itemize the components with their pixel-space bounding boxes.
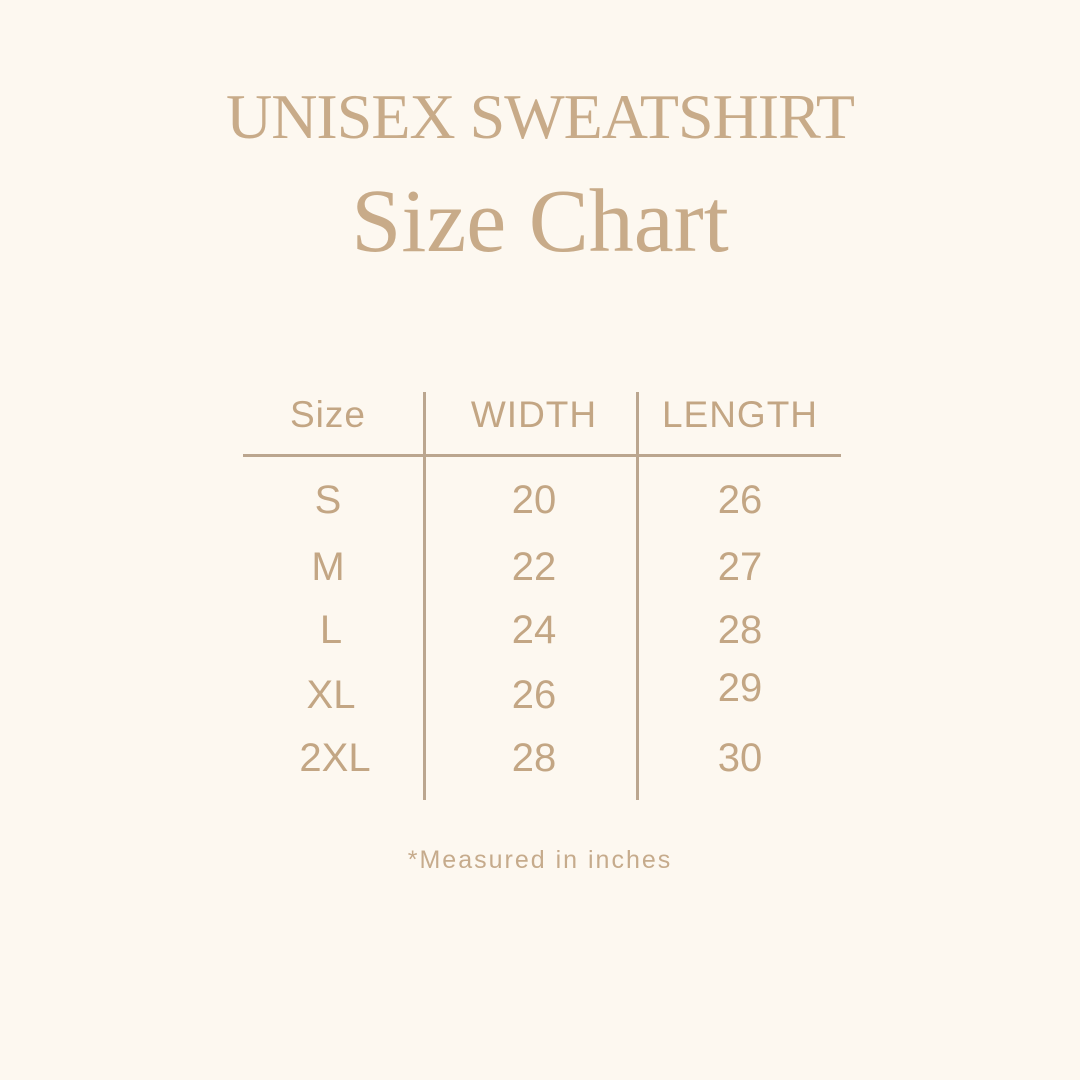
row-xl-length: 29 xyxy=(717,666,763,710)
page-title: Size Chart xyxy=(351,172,729,271)
row-2xl-length: 30 xyxy=(717,736,763,780)
row-l-length: 28 xyxy=(717,608,763,652)
header-width: WIDTH xyxy=(470,394,598,435)
column-divider-1 xyxy=(423,392,426,800)
row-s-length: 26 xyxy=(717,478,763,522)
title-line-1: UNISEX SWEATSHIRT xyxy=(225,81,855,152)
row-l-width: 24 xyxy=(511,608,557,652)
row-m-length: 27 xyxy=(717,545,763,589)
header-divider xyxy=(243,454,841,457)
row-xl-size: XL xyxy=(306,673,356,717)
column-divider-2 xyxy=(636,392,639,800)
row-s-size: S xyxy=(314,478,342,522)
row-m-width: 22 xyxy=(511,545,557,589)
row-l-size: L xyxy=(319,608,343,652)
row-m-size: M xyxy=(311,545,345,589)
row-xl-width: 26 xyxy=(511,673,557,717)
footnote: *Measured in inches xyxy=(407,846,673,874)
row-2xl-width: 28 xyxy=(511,736,557,780)
row-s-width: 20 xyxy=(511,478,557,522)
row-2xl-size: 2XL xyxy=(299,736,371,780)
header-size: Size xyxy=(290,394,366,435)
header-length: LENGTH xyxy=(661,394,819,435)
